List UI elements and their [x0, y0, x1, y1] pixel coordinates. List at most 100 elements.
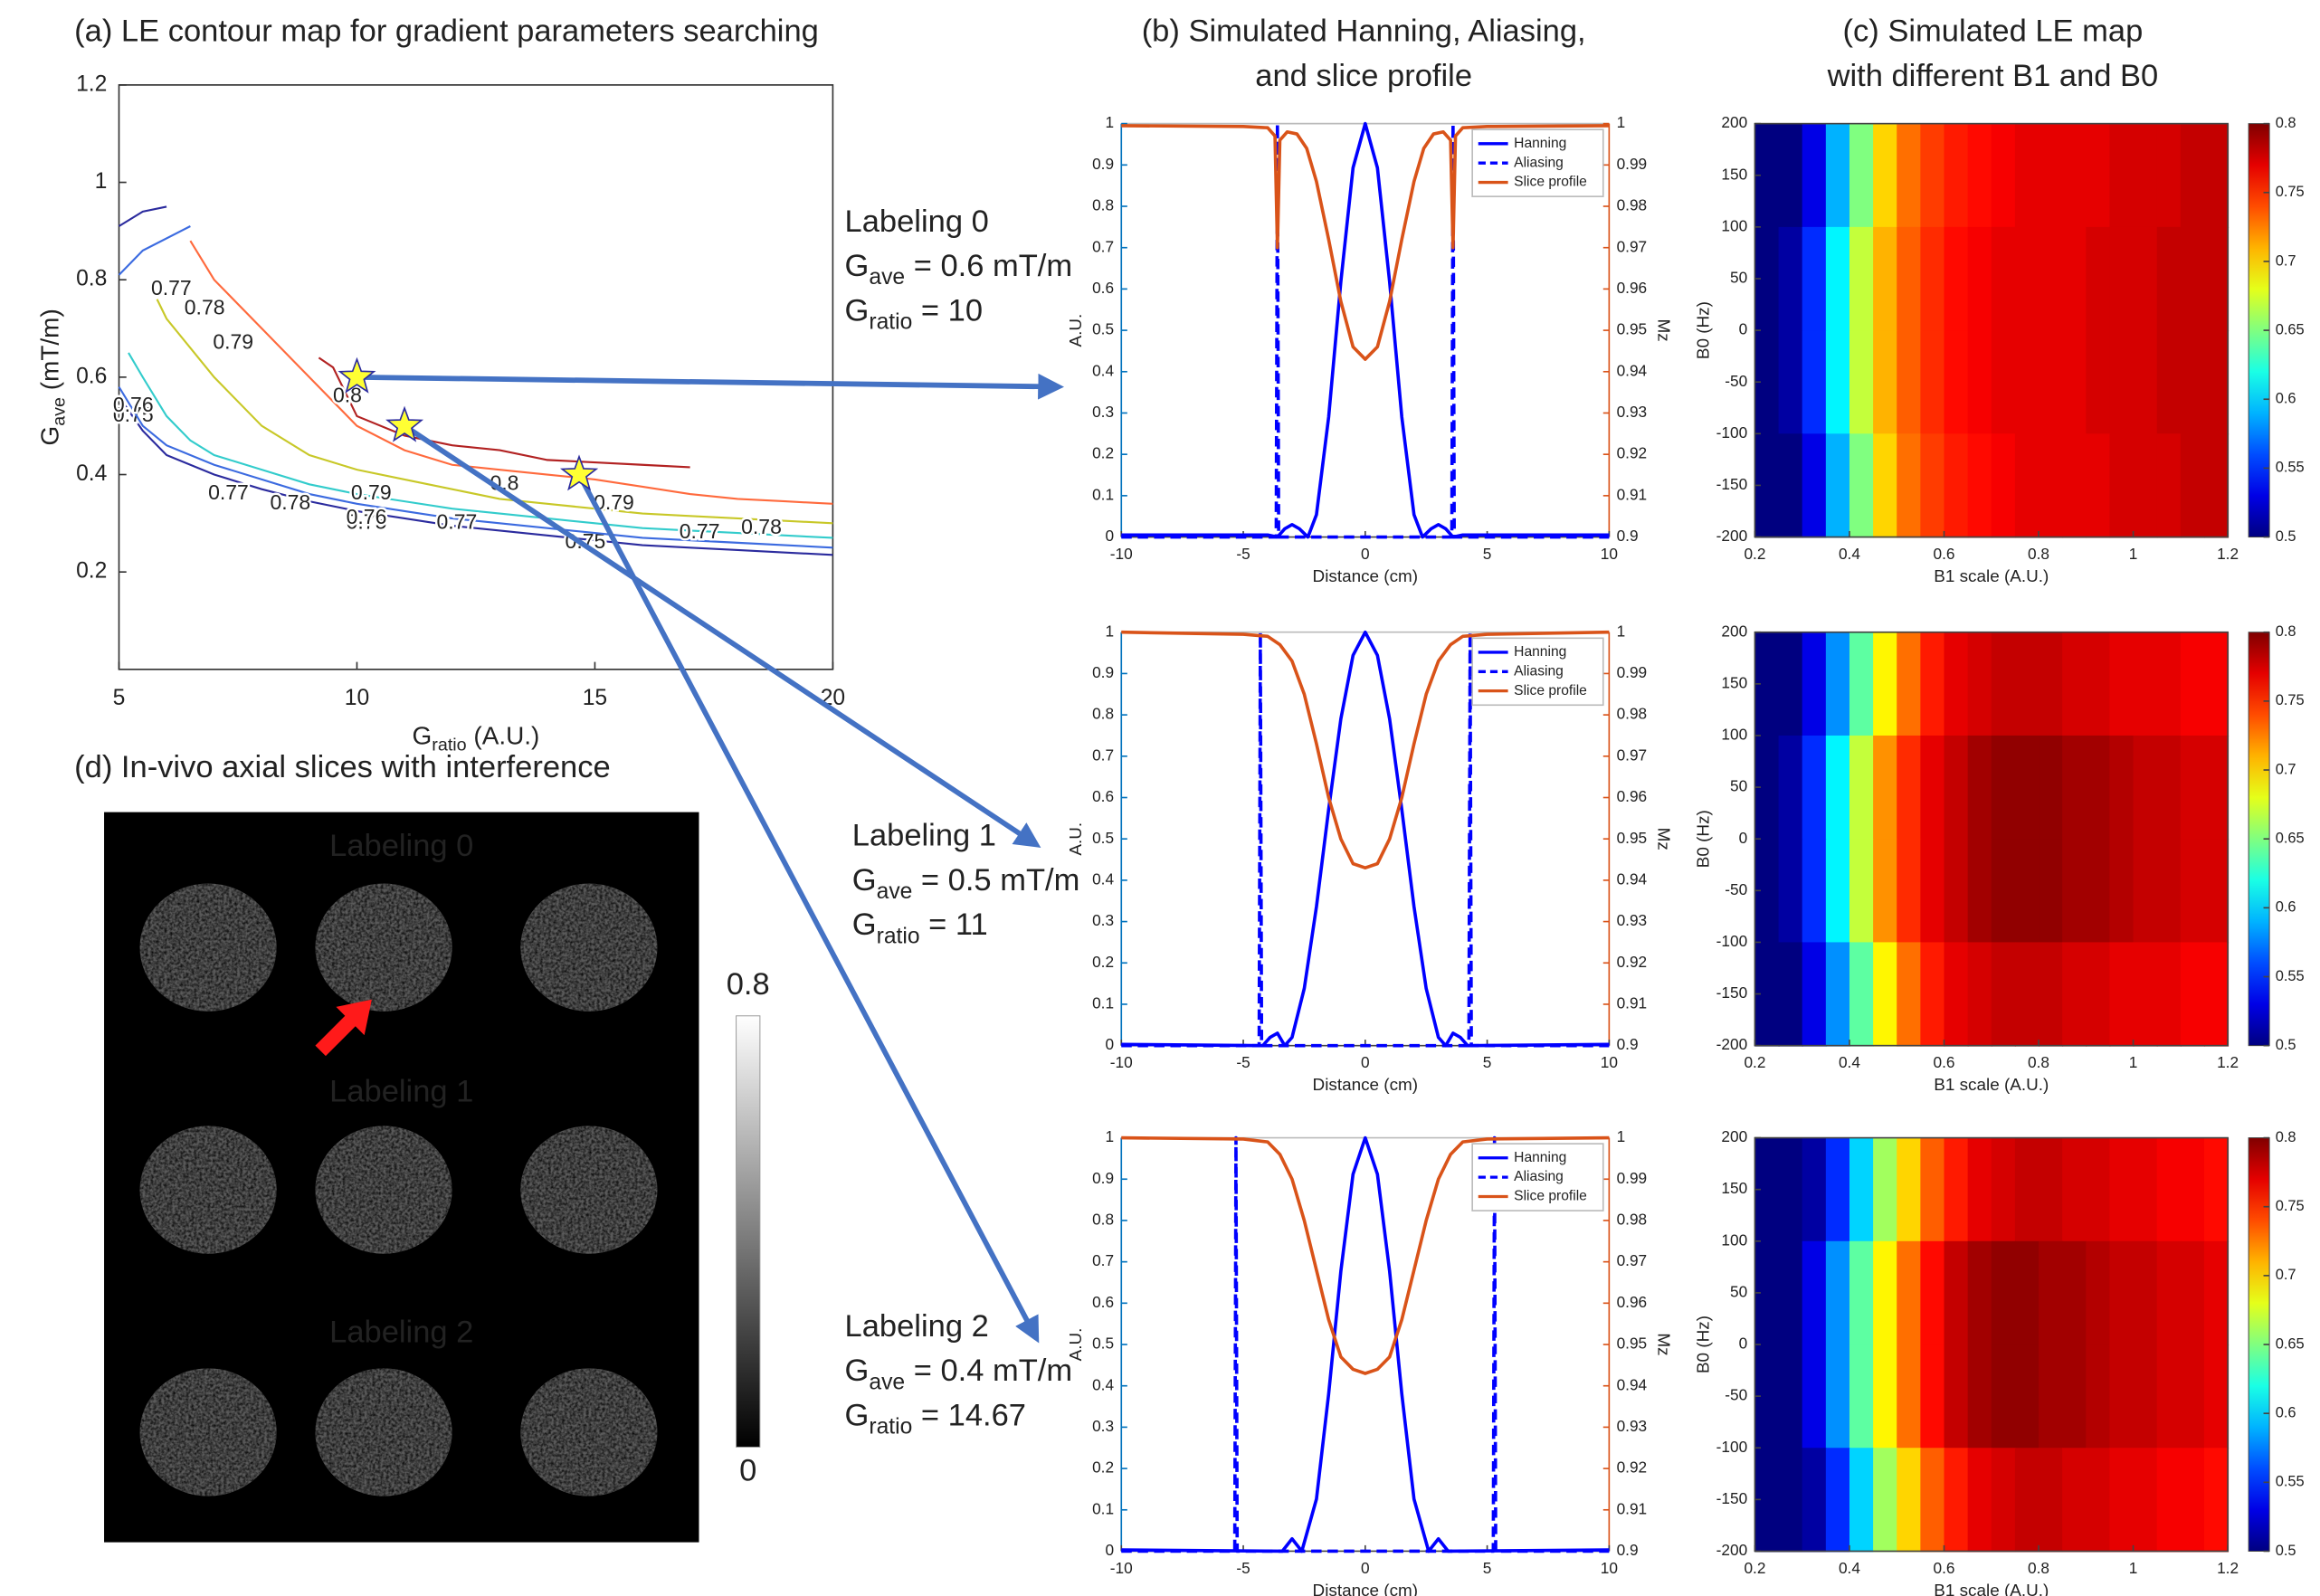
heatmap-cell [1991, 226, 2016, 332]
heatmap-cell [1920, 1344, 1945, 1449]
y2-tick-label: 0.99 [1617, 155, 1648, 173]
y-tick-label: 0.4 [1092, 1375, 1114, 1393]
colorbar-tick-label: 0.65 [2276, 1335, 2305, 1352]
y-tick-label: 1 [1105, 113, 1114, 131]
x-tick-label: 0 [1361, 545, 1370, 563]
brain-slice [520, 1368, 658, 1496]
heatmap-cell [2133, 433, 2158, 538]
y-tick-label: -50 [1725, 372, 1747, 390]
x-tick-label: 10 [1601, 1053, 1618, 1071]
heatmap-cell [2203, 632, 2230, 736]
heatmap-cell [2086, 330, 2111, 435]
heatmap-cell [1967, 839, 1992, 944]
heatmap-cell [1920, 839, 1945, 944]
heatmap-cell [1967, 1448, 1992, 1553]
series-line [1121, 1135, 1610, 1375]
heatmap-cell [1849, 735, 1875, 841]
heatmap-cell [1778, 1448, 1803, 1553]
y-tick-label: 100 [1721, 726, 1747, 744]
y-tick-label: 0.5 [1092, 829, 1114, 847]
heatmap-cell [2086, 433, 2111, 538]
annotation: Gave = 0.6 mT/m [845, 249, 1073, 290]
annotation-part: = 0.5 mT/m [912, 863, 1079, 898]
heatmap-cell [2203, 330, 2230, 435]
x-tick-label: -10 [1110, 1559, 1133, 1577]
heatmap-cell [2156, 433, 2182, 538]
y2-axis-label: Mz [1654, 318, 1673, 341]
heatmap-cell [1897, 1448, 1922, 1553]
y2-tick-label: 0.99 [1617, 663, 1648, 681]
x-tick-label: 0 [1361, 1559, 1370, 1577]
y-tick-label: 150 [1721, 673, 1747, 691]
contour-label: 0.78 [741, 515, 782, 538]
heatmap-cell [1849, 1240, 1875, 1346]
colorbar-tick-label: 0.65 [2276, 321, 2305, 337]
heatmap-cell [2062, 226, 2087, 332]
y-axis-label-part: ave [50, 397, 70, 426]
y2-tick-label: 0.93 [1617, 1417, 1648, 1435]
y-tick-label: -50 [1725, 1386, 1747, 1404]
heatmap-cell [2039, 839, 2064, 944]
x-tick-label: 0 [1361, 1053, 1370, 1071]
panel-title: (c) Simulated LE map [1843, 14, 2144, 48]
heatmap-cell [1944, 226, 1969, 332]
y2-tick-label: 0.95 [1617, 829, 1648, 847]
x-tick-label: 10 [1601, 1559, 1618, 1577]
x-tick-label: -5 [1236, 1053, 1250, 1071]
annotation-part: G [852, 907, 877, 942]
annotation: Gratio = 14.67 [845, 1399, 1026, 1439]
heatmap-cell [2180, 330, 2205, 435]
heatmap-cell [1873, 226, 1898, 332]
heatmap-cell [1944, 330, 1969, 435]
heatmap-cell [2039, 226, 2064, 332]
y-axis-label: A.U. [1067, 314, 1086, 347]
annotation-part: G [845, 293, 870, 328]
heatmap-cell [1802, 839, 1827, 944]
y2-tick-label: 0.97 [1617, 1251, 1648, 1269]
heatmap-cell [1802, 123, 1827, 228]
y-tick-label: 0 [1105, 1035, 1114, 1053]
heatmap-cell [2109, 330, 2135, 435]
colorbar-tick-label: 0.5 [2276, 1543, 2296, 1559]
y-tick-label: 0.8 [76, 267, 107, 291]
heatmap-cell [1778, 1240, 1803, 1346]
heatmap-cell [2086, 123, 2111, 228]
heatmap-cell [1991, 1240, 2016, 1346]
heatmap-cell [1778, 942, 1803, 1047]
brain-slice [315, 883, 452, 1012]
heatmap-cell [1920, 330, 1945, 435]
y-tick-label: 0 [1739, 829, 1748, 847]
heatmap-cell [1897, 433, 1922, 538]
contour-line [156, 299, 833, 525]
brain-slice [139, 1368, 277, 1496]
heatmap-cell [1967, 942, 1992, 1047]
heatmap-cell [1849, 942, 1875, 1047]
heatmap-cell [2109, 1448, 2135, 1553]
heatmap-cell [1991, 632, 2016, 736]
heatmap-cell [1802, 632, 1827, 736]
colorbar-tick-label: 0.55 [2276, 1474, 2305, 1490]
heatmap-cell [1825, 123, 1850, 228]
arrow [576, 473, 1040, 1344]
y2-tick-label: 0.91 [1617, 994, 1648, 1012]
heatmap-cell [1873, 942, 1898, 1047]
x-tick-label: 0.6 [1934, 1053, 1955, 1071]
heatmap-cell [1802, 1344, 1827, 1449]
heatmap-cell [1802, 433, 1827, 538]
colorbar-tick-label: 0 [739, 1453, 756, 1487]
heatmap-cell [1873, 1448, 1898, 1553]
heatmap-cell [1991, 330, 2016, 435]
x-axis-label-part: (A.U.) [467, 722, 540, 750]
heatmap-cell [2086, 226, 2111, 332]
heatmap-cell [2086, 1137, 2111, 1242]
y2-tick-label: 0.98 [1617, 196, 1648, 214]
y-tick-label: 150 [1721, 1179, 1747, 1197]
heatmap-cell [2203, 1137, 2230, 1242]
y-tick-label: 50 [1730, 777, 1747, 795]
x-axis-label: B1 scale (A.U.) [1934, 1076, 2049, 1095]
y-tick-label: 0.6 [76, 364, 107, 388]
heatmap-cell [2180, 1137, 2205, 1242]
heatmap-cell [2109, 123, 2135, 228]
heatmap-cell [1873, 123, 1898, 228]
y2-tick-label: 0.91 [1617, 485, 1648, 503]
